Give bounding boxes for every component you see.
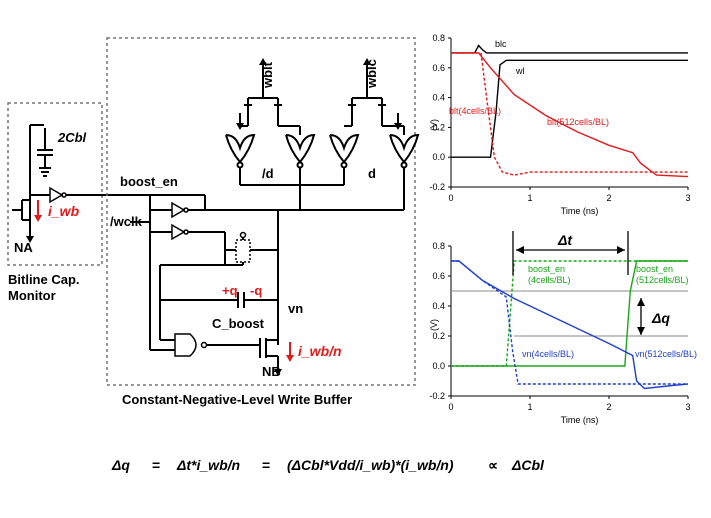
- series-line-1: [451, 59, 688, 158]
- label-vn: vn: [288, 301, 303, 316]
- y-tick-label: 0.0: [432, 361, 445, 371]
- label-c-boost: C_boost: [212, 316, 265, 331]
- x-tick-label: 2: [606, 402, 611, 412]
- bitline-cap-monitor: [7, 102, 205, 266]
- caption-write-buffer: Constant-Negative-Level Write Buffer: [122, 392, 352, 407]
- label-d-bar: /d: [262, 166, 274, 181]
- series-label: wl: [515, 66, 525, 76]
- equation: Δq = Δt*i_wb/n = (ΔCbl*Vdd/i_wb)*(i_wb/n…: [111, 457, 545, 473]
- eq-part-5: (ΔCbl*Vdd/i_wb)*(i_wb/n): [287, 457, 454, 473]
- label-i-wb-n: i_wb/n: [298, 343, 342, 359]
- x-axis-label: Time (ns): [561, 415, 599, 425]
- write-buffer-circuit: [106, 37, 420, 386]
- caption-monitor-line1: Bitline Cap.: [8, 272, 80, 287]
- series-label: vn(4cells/BL): [522, 349, 574, 359]
- label-i-wb: i_wb: [48, 203, 80, 219]
- y-axis-label: (V): [429, 119, 439, 131]
- series-line-1: [451, 260, 688, 367]
- y-tick-label: 0.6: [432, 271, 445, 281]
- monitor-dashed-box: [7, 102, 103, 266]
- series-line-0: [451, 44, 688, 54]
- x-tick-label: 1: [527, 402, 532, 412]
- y-tick-label: 0.8: [432, 241, 445, 251]
- eq-part-1: Δq: [111, 457, 130, 473]
- y-tick-label: 0.2: [432, 122, 445, 132]
- label-nb: NB: [262, 364, 281, 379]
- label-wclk: /wclk: [110, 214, 143, 229]
- eq-part-6: ∝: [488, 457, 498, 473]
- x-tick-label: 0: [448, 402, 453, 412]
- series-line-2: [451, 52, 688, 176]
- series-line-2: [451, 260, 688, 385]
- eq-part-4: =: [262, 457, 270, 473]
- caption-monitor-line2: Monitor: [8, 288, 56, 303]
- series-label: boost_en (512cells/BL): [636, 264, 689, 285]
- eq-part-7: ΔCbl: [511, 457, 545, 473]
- y-tick-label: 0.8: [432, 33, 445, 43]
- label-boost-en: boost_en: [120, 174, 178, 189]
- y-tick-label: 0.0: [432, 152, 445, 162]
- write-buffer-dashed-box: [106, 37, 416, 386]
- x-tick-label: 3: [685, 193, 690, 203]
- delta-q-label: Δq: [651, 310, 670, 326]
- series-label: blt(512cells/BL): [547, 117, 609, 127]
- label-wblc: wblc: [364, 59, 379, 89]
- y-tick-label: -0.2: [429, 391, 445, 401]
- y-tick-label: 0.2: [432, 331, 445, 341]
- y-axis-label: (V): [429, 319, 439, 331]
- y-tick-label: 0.6: [432, 63, 445, 73]
- series-label: blt(4cells/BL): [449, 106, 501, 116]
- bottom-chart: -0.2 0.0 0.2 0.4 0.6 0.8 0 1 2 3 Time (ns) (V) boost…: [429, 241, 697, 425]
- y-tick-label: -0.2: [429, 182, 445, 192]
- label-plus-q: +q: [222, 283, 238, 298]
- series-label: boost_en (4cells/BL): [528, 264, 571, 285]
- x-tick-label: 0: [448, 193, 453, 203]
- x-tick-label: 3: [685, 402, 690, 412]
- series-label: vn(512cells/BL): [635, 349, 697, 359]
- eq-part-2: =: [152, 457, 160, 473]
- label-d: d: [368, 166, 376, 181]
- y-tick-label: 0.4: [432, 93, 445, 103]
- label-wblt: wblt: [260, 61, 275, 89]
- label-minus-q: -q: [250, 283, 262, 298]
- delta-t-label: Δt: [557, 232, 573, 248]
- eq-part-3: Δt*i_wb/n: [176, 457, 240, 473]
- label-na: NA: [14, 240, 33, 255]
- series-line-3: [451, 260, 689, 390]
- x-axis-label: Time (ns): [561, 206, 599, 216]
- label-2cbl: 2Cbl: [57, 130, 87, 145]
- x-tick-label: 1: [527, 193, 532, 203]
- delta-t-annotation: Δt: [512, 231, 629, 275]
- series-label: blc: [495, 39, 507, 49]
- x-tick-label: 2: [606, 193, 611, 203]
- delta-q-annotation: Δq: [637, 298, 670, 335]
- y-tick-label: 0.4: [432, 301, 445, 311]
- top-chart: -0.2 0.0 0.2 0.4 0.6 0.8 0 1 2 3 Time (ns) (V) blc wl…: [429, 33, 691, 216]
- series-line-3: [451, 52, 689, 178]
